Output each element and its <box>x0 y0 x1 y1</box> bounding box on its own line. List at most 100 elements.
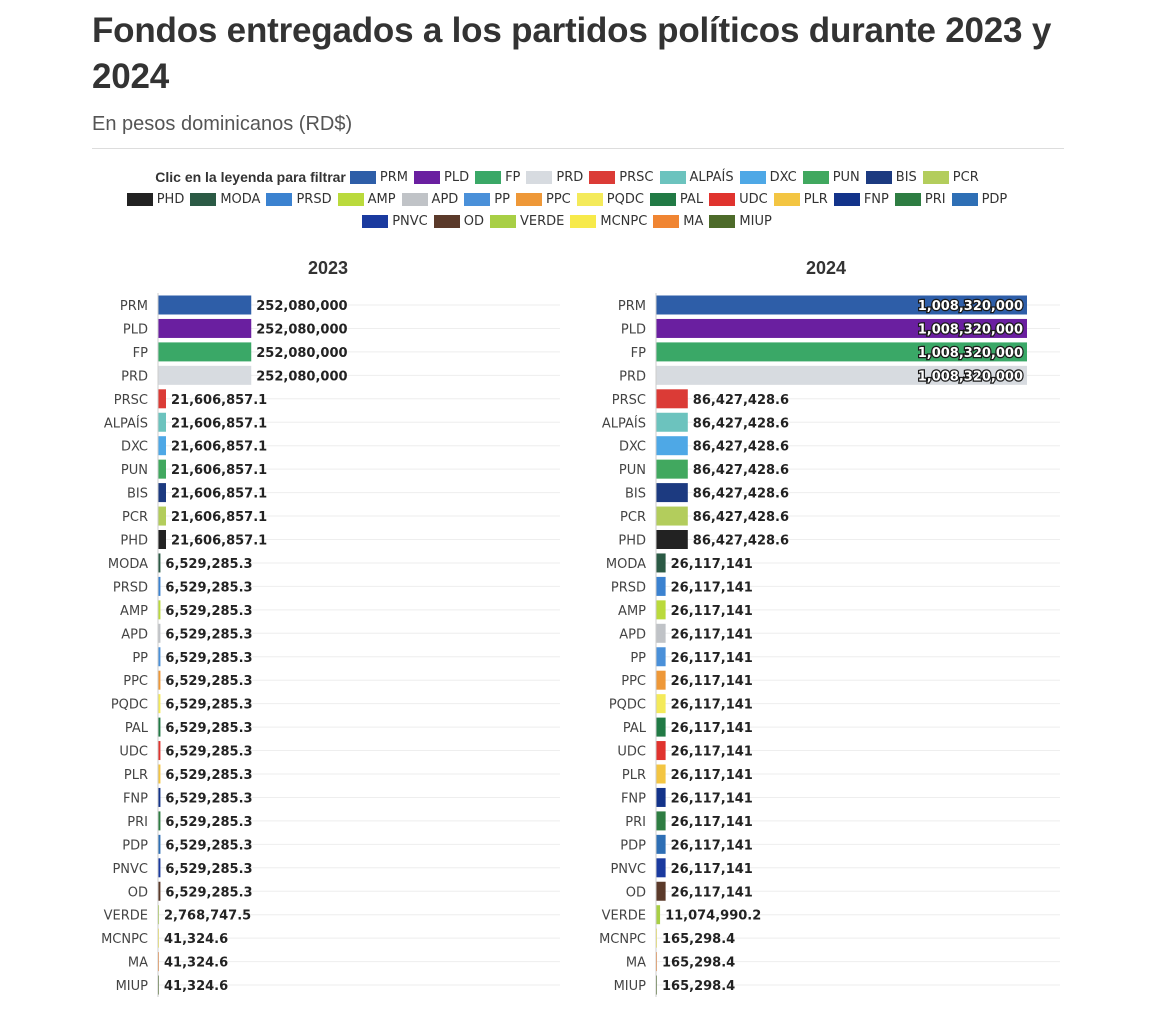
legend-item-fp[interactable]: FP <box>475 170 520 185</box>
legend-swatch <box>576 192 603 206</box>
legend-item-dxc[interactable]: DXC <box>739 169 797 185</box>
legend-item-pdp[interactable]: PDP <box>951 192 1007 207</box>
data-label: 11,074,990.2 <box>665 909 761 924</box>
legend-item-label: MIUP <box>739 213 772 229</box>
legend-item-label: MCNPC <box>600 213 648 229</box>
legend-item-alpaís[interactable]: ALPAÍS <box>659 170 734 185</box>
category-label: PRD <box>121 369 148 384</box>
category-label: PRSC <box>612 393 646 408</box>
legend-swatch <box>570 214 597 228</box>
panel-title-2024: 2024 <box>806 258 846 278</box>
data-label: 26,117,141 <box>671 580 753 595</box>
category-label: PLR <box>124 768 148 783</box>
legend-item-prm[interactable]: PRM <box>349 170 408 185</box>
bar-bis <box>656 483 688 503</box>
legend-item-label: FP <box>505 169 521 185</box>
bar-moda <box>656 553 666 573</box>
legend-item-pri[interactable]: PRI <box>894 192 946 207</box>
bar-plr <box>656 764 666 784</box>
data-label: 21,606,857.1 <box>171 393 267 408</box>
bar-pun <box>158 459 166 479</box>
legend-swatch <box>401 192 428 206</box>
category-label: OD <box>626 885 646 900</box>
category-label: PRSD <box>113 580 148 595</box>
legend-item-udc[interactable]: UDC <box>709 192 768 207</box>
category-label: PLD <box>621 322 646 337</box>
legend-item-pal[interactable]: PAL <box>649 192 703 207</box>
legend-item-plr[interactable]: PLR <box>773 192 828 207</box>
bar-prd <box>656 365 1027 385</box>
bar-prsd <box>656 576 666 596</box>
data-label: 6,529,285.3 <box>165 604 252 619</box>
bar-pnvc <box>656 858 666 878</box>
data-label: 2,768,747.5 <box>164 909 251 924</box>
legend-swatch <box>709 214 736 228</box>
legend-swatch <box>464 192 491 206</box>
data-label: 6,529,285.3 <box>165 651 252 666</box>
legend-item-ma[interactable]: MA <box>653 214 703 229</box>
legend-item-od[interactable]: OD <box>433 214 484 229</box>
category-label: OD <box>128 885 148 900</box>
legend: Clic en la leyenda para filtrar PRM PLD FP P… <box>95 166 1045 232</box>
legend-item-apd[interactable]: APD <box>401 192 458 207</box>
data-label: 252,080,000 <box>256 322 347 337</box>
legend-item-label: DXC <box>769 169 797 185</box>
bar-pqdc <box>158 694 161 714</box>
category-label: MIUP <box>614 979 647 994</box>
bar-verde <box>656 905 661 925</box>
legend-item-mcnpc[interactable]: MCNPC <box>570 214 647 229</box>
legend-item-label: MA <box>683 213 704 229</box>
legend-item-label: BIS <box>895 169 917 185</box>
category-label: PRI <box>127 815 148 830</box>
legend-item-prsd[interactable]: PRSD <box>266 192 332 207</box>
legend-item-pnvc[interactable]: PNVC <box>362 214 428 229</box>
legend-item-prd[interactable]: PRD <box>526 170 583 185</box>
bar-fnp <box>158 787 161 807</box>
legend-item-verde[interactable]: VERDE <box>489 214 564 229</box>
legend-item-label: PNVC <box>392 213 428 229</box>
legend-item-moda[interactable]: MODA <box>190 192 260 207</box>
legend-item-pcr[interactable]: PCR <box>922 170 979 185</box>
legend-swatch <box>589 170 616 184</box>
legend-item-fnp[interactable]: FNP <box>833 192 889 207</box>
data-label: 165,298.4 <box>662 956 735 971</box>
bar-pcr <box>158 506 166 526</box>
legend-item-pld[interactable]: PLD <box>413 170 469 185</box>
legend-swatch <box>413 170 440 184</box>
legend-item-prsc[interactable]: PRSC <box>589 170 654 185</box>
bar-pp <box>656 647 666 667</box>
legend-swatch <box>653 214 680 228</box>
legend-item-bis[interactable]: BIS <box>865 169 917 185</box>
data-label: 6,529,285.3 <box>165 885 252 900</box>
bar-bis <box>158 483 166 503</box>
legend-item-label: UDC <box>739 191 768 207</box>
category-label: PUN <box>121 463 148 478</box>
bar-ppc <box>656 670 666 690</box>
legend-item-pqdc[interactable]: PQDC <box>576 192 644 207</box>
data-label: 21,606,857.1 <box>171 487 267 502</box>
legend-item-ppc[interactable]: PPC <box>515 192 571 207</box>
legend-swatch <box>266 192 293 206</box>
legend-item-miup[interactable]: MIUP <box>709 213 772 229</box>
legend-item-pun[interactable]: PUN <box>802 170 860 185</box>
legend-item-label: AMP <box>367 191 396 207</box>
data-label: 1,008,320,000 <box>918 322 1023 337</box>
chart-title: Fondos entregados a los partidos polític… <box>92 11 1052 96</box>
legend-filter-label: Clic en la leyenda para filtrar <box>155 169 346 185</box>
data-label: 86,427,428.6 <box>693 440 789 455</box>
legend-swatch <box>362 214 389 228</box>
legend-item-phd[interactable]: PHD <box>126 192 184 207</box>
legend-item-amp[interactable]: AMP <box>337 191 396 207</box>
legend-swatch <box>126 192 153 206</box>
data-label: 86,427,428.6 <box>693 393 789 408</box>
category-label: PQDC <box>609 698 646 713</box>
category-label: APD <box>619 627 646 642</box>
bar-prsd <box>158 576 161 596</box>
legend-row: Clic en la leyenda para filtrar PRM PLD FP P… <box>95 166 1045 188</box>
data-label: 21,606,857.1 <box>171 440 267 455</box>
bar-pp <box>158 647 161 667</box>
legend-item-pp[interactable]: PP <box>464 192 510 207</box>
category-label: PAL <box>623 721 647 736</box>
category-label: UDC <box>617 745 646 760</box>
